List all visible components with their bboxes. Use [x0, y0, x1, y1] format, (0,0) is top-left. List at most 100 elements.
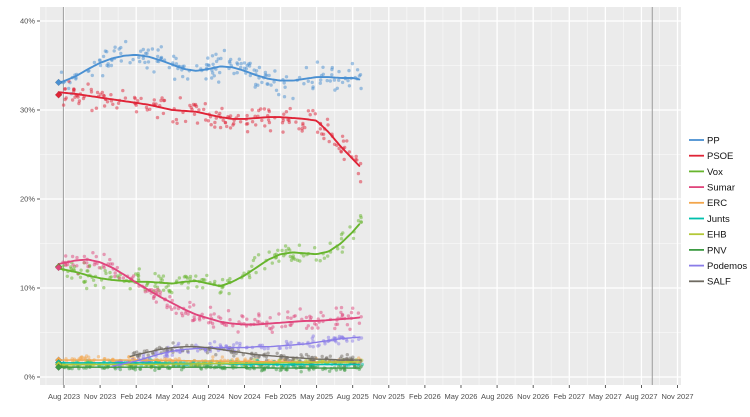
poll-point — [119, 51, 123, 56]
poll-point — [268, 129, 273, 133]
poll-point — [213, 120, 217, 125]
poll-point — [95, 90, 100, 95]
poll-point — [159, 55, 164, 60]
poll-point — [86, 269, 90, 273]
poll-point — [334, 368, 339, 372]
poll-point — [211, 62, 215, 66]
poll-point — [253, 256, 257, 260]
poll-point — [263, 267, 267, 271]
poll-point — [219, 290, 223, 294]
poll-point — [89, 87, 94, 92]
poll-point — [303, 125, 307, 130]
poll-point — [357, 321, 362, 325]
poll-point — [297, 75, 302, 80]
poll-point — [156, 54, 160, 59]
legend-label: ERC — [707, 198, 727, 209]
poll-point — [197, 316, 202, 320]
poll-point — [154, 300, 158, 304]
y-tick-label: 20% — [20, 195, 35, 204]
poll-point — [283, 244, 288, 248]
poll-point — [288, 106, 292, 111]
poll-point — [275, 351, 279, 355]
poll-point — [251, 258, 256, 263]
poll-point — [250, 120, 255, 124]
poll-point — [262, 347, 267, 351]
y-tick-label: 10% — [20, 284, 35, 293]
scatter-points-salf — [131, 341, 363, 368]
legend-item-sumar: Sumar — [689, 183, 735, 194]
poll-point — [327, 139, 331, 144]
poll-point — [161, 274, 166, 278]
poll-point — [238, 120, 243, 124]
poll-point — [345, 323, 350, 327]
poll-point — [311, 85, 315, 89]
legend-label: Podemos — [707, 261, 747, 272]
poll-point — [110, 262, 115, 266]
y-tick-label: 30% — [20, 106, 35, 115]
poll-point — [347, 84, 352, 88]
poll-point — [232, 71, 236, 76]
poll-point — [112, 49, 116, 53]
poll-point — [314, 258, 318, 262]
poll-point — [192, 303, 196, 307]
poll-point — [242, 61, 247, 65]
poll-point — [321, 314, 325, 318]
poll-point — [304, 364, 309, 368]
poll-point — [220, 277, 225, 282]
poll-point — [337, 146, 341, 151]
poll-point — [313, 355, 317, 360]
legend-label: EHB — [707, 230, 727, 241]
poll-point — [310, 336, 314, 340]
poll-point — [351, 236, 356, 241]
poll-point — [313, 112, 317, 116]
poll-point — [300, 317, 304, 321]
poll-point — [245, 122, 250, 126]
poll-point — [333, 326, 337, 331]
poll-point — [346, 314, 351, 318]
poll-point — [170, 307, 174, 312]
poll-point — [226, 309, 231, 313]
poll-point — [211, 325, 216, 329]
poll-point — [282, 81, 286, 85]
poll-point — [84, 354, 89, 358]
poll-point — [260, 80, 264, 85]
poll-point — [174, 311, 178, 315]
poll-point — [134, 110, 139, 114]
poll-point — [208, 341, 212, 346]
poll-point — [101, 264, 106, 268]
poll-point — [358, 161, 363, 166]
trend-line-ehb — [57, 361, 360, 366]
poll-point — [163, 354, 167, 358]
poll-point — [124, 39, 128, 44]
x-tick-label: Aug 2027 — [625, 392, 657, 401]
poll-point — [294, 120, 298, 124]
poll-point — [228, 318, 232, 322]
poll-point — [206, 56, 210, 60]
poll-point — [339, 310, 343, 315]
poll-point — [97, 266, 102, 270]
poll-point — [116, 101, 121, 106]
poll-point — [339, 305, 344, 310]
election-result-marker-pnv — [54, 363, 63, 371]
poll-point — [214, 110, 218, 115]
poll-point — [136, 274, 141, 278]
poll-point — [266, 118, 271, 122]
poll-point — [356, 171, 361, 176]
poll-point — [318, 81, 322, 85]
legend-label: PP — [707, 135, 720, 146]
poll-point — [341, 231, 345, 235]
poll-point — [321, 132, 326, 136]
poll-point — [195, 121, 200, 125]
poll-point — [196, 349, 200, 353]
poll-point — [210, 76, 214, 80]
poll-point — [267, 73, 271, 78]
poll-point — [168, 305, 172, 309]
poll-point — [175, 121, 179, 126]
poll-point — [347, 68, 351, 73]
poll-point — [105, 100, 110, 104]
poll-point — [115, 274, 120, 278]
poll-point — [231, 123, 235, 127]
poll-point — [170, 298, 174, 303]
poll-point — [319, 310, 323, 315]
